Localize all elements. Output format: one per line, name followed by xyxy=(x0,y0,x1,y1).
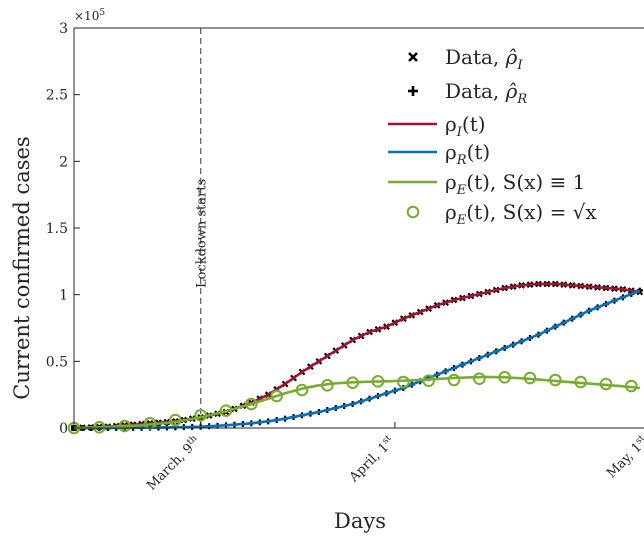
series-rho-E-sqrt-point xyxy=(422,374,435,387)
series-rho-E-sqrt-point xyxy=(143,417,157,430)
legend-label: Data, ρ̂R xyxy=(445,79,527,107)
y-tick-label: 2 xyxy=(59,154,68,170)
legend-item-dataI: Data, ρ̂I xyxy=(408,45,523,73)
legend-item-rhoEs: ρE(t), S(x) = √x xyxy=(406,200,597,228)
series-rho-E-sqrt-point xyxy=(549,373,562,387)
x-axis-label: Days xyxy=(334,509,386,533)
series-rho-E-sqrt-point xyxy=(245,397,258,411)
series-rho-E-sqrt-point xyxy=(295,383,309,397)
series-rho-E-sqrt-point xyxy=(371,375,385,388)
legend-label: ρI(t) xyxy=(445,112,486,140)
series-rho-E-sqrt-point xyxy=(397,375,410,389)
series-rho-E-sqrt-point xyxy=(447,373,461,387)
y-tick-label: 3 xyxy=(59,21,68,37)
series-rho-E-sqrt-point xyxy=(93,421,106,434)
series-rho-E-sqrt-point xyxy=(346,376,359,389)
series-rho-E-sqrt-point xyxy=(321,379,334,392)
legend-symbol xyxy=(406,205,420,219)
series-rho-E-sqrt-point xyxy=(498,371,511,384)
y-tick-label: 0 xyxy=(59,421,68,437)
series-rho-R xyxy=(74,289,641,430)
y-axis-label: Current confirmed cases xyxy=(10,136,34,399)
legend-item-rhoI: ρI(t) xyxy=(388,112,486,140)
series-rho-E-sqrt-point xyxy=(473,372,486,385)
series-rho-E-sqrt-point xyxy=(599,377,613,391)
legend-symbol xyxy=(408,52,418,62)
series-rho-E-sqrt-point xyxy=(574,375,587,389)
series-rho-E-sqrt-point xyxy=(169,413,182,427)
series-rho-E-sqrt-point xyxy=(270,389,283,403)
lockdown-label: Lockdown starts xyxy=(195,179,210,288)
legend-label: Data, ρ̂I xyxy=(445,45,523,73)
y-multiplier: ×105 xyxy=(74,8,105,23)
y-tick-label: 1 xyxy=(59,288,68,304)
legend-item-dataR: Data, ρ̂R xyxy=(408,79,527,107)
y-tick-label: 2.5 xyxy=(46,88,68,104)
series-rho-E-sqrt-point xyxy=(625,379,638,393)
legend-item-rhoR: ρR(t) xyxy=(388,140,490,168)
series-rho-E-sqrt-point xyxy=(194,409,207,422)
y-tick-label: 0.5 xyxy=(46,354,68,370)
series-rho-E-sqrt-point xyxy=(523,371,537,385)
legend-label: ρE(t), S(x) = √x xyxy=(445,200,597,228)
series-rho-E-sqrt-point xyxy=(219,404,233,417)
series-rho-E-sqrt-point xyxy=(118,419,131,433)
svg-text:×105: ×105 xyxy=(74,8,105,23)
legend-label: ρR(t) xyxy=(445,140,490,168)
legend-label: ρE(t), S(x) ≡ 1 xyxy=(445,170,585,198)
legend-item-rhoE1: ρE(t), S(x) ≡ 1 xyxy=(388,170,585,198)
y-tick-label: 1.5 xyxy=(46,221,68,237)
